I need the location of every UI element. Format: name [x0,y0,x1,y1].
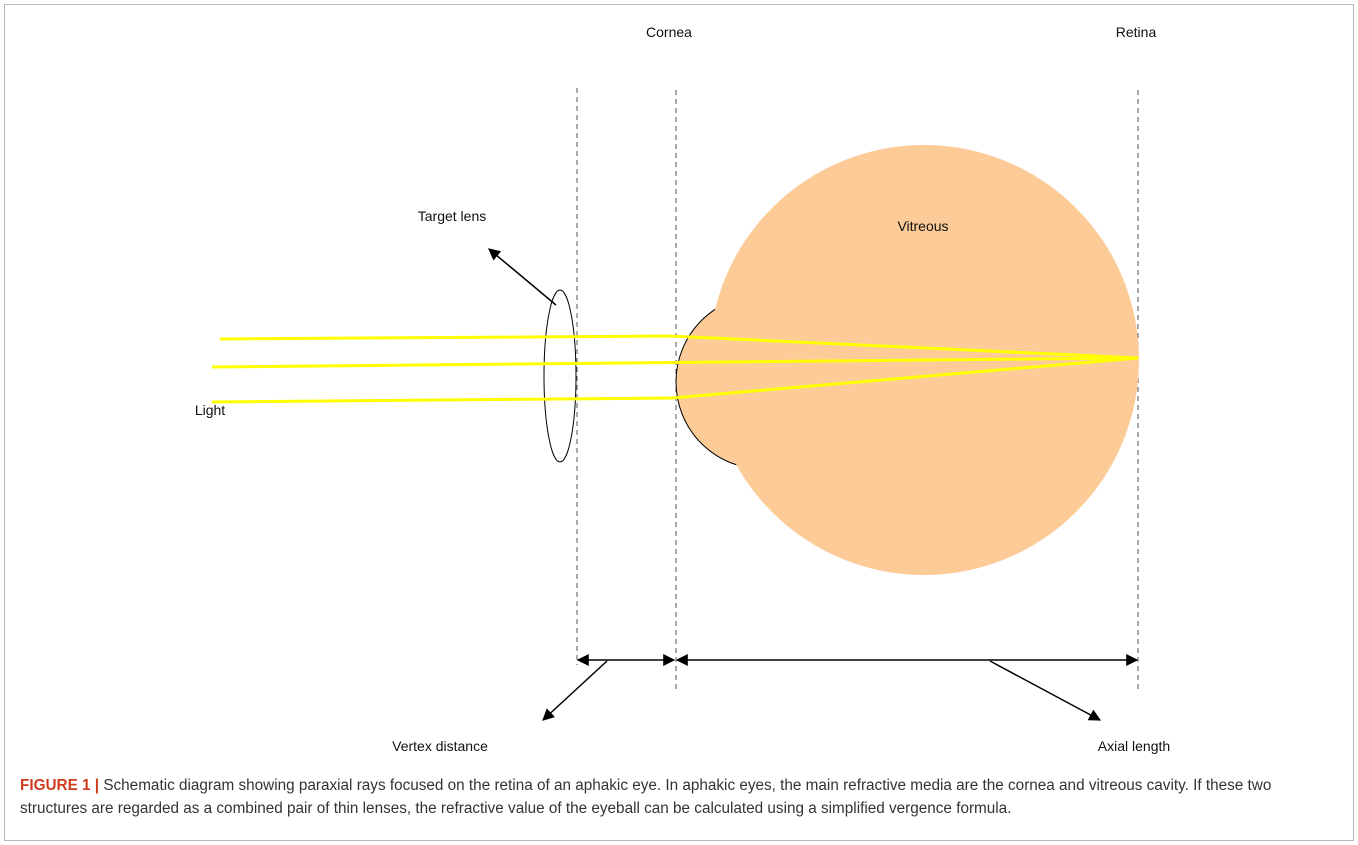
label: Vitreous [897,218,948,234]
label: Retina [1116,24,1157,40]
label: Axial length [1098,738,1170,754]
light-rays [211,334,1139,404]
label: Light [195,402,225,418]
caption-label: FIGURE 1 | [20,777,100,794]
label: Vertex distance [392,738,488,754]
label: Cornea [646,24,692,40]
dimension-arrows [542,654,1139,721]
caption: FIGURE 1 | Schematic diagram showing par… [20,774,1342,820]
pointer-arrow [488,248,557,306]
label: Target lens [418,208,486,224]
target-lens [543,289,577,463]
caption-text: Schematic diagram showing paraxial rays … [20,777,1272,817]
figure-frame [4,4,1354,841]
